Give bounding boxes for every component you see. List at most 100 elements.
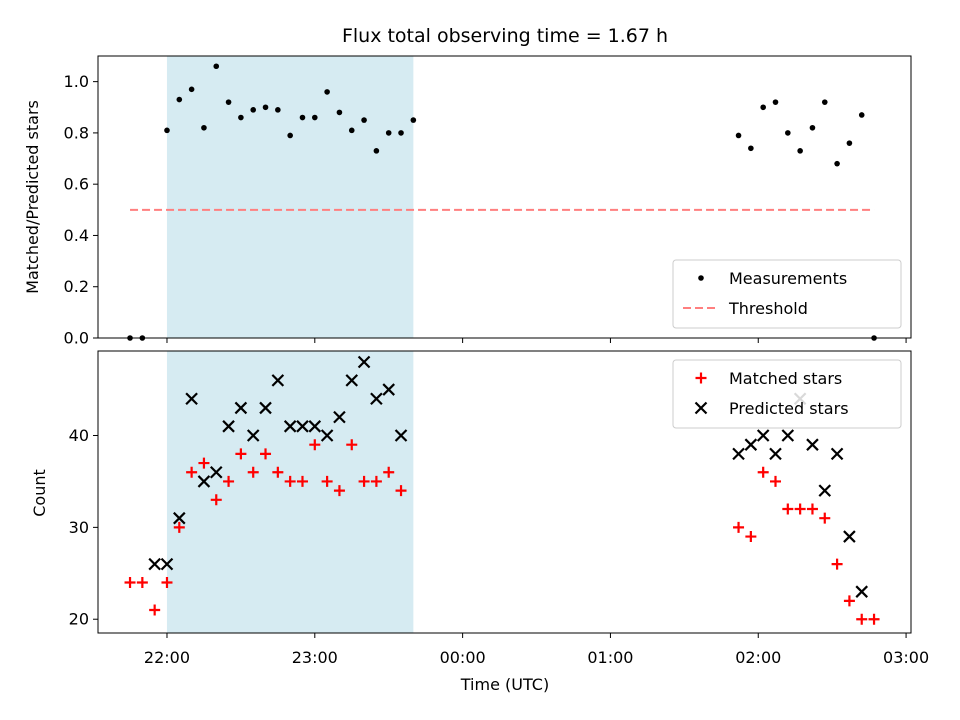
top-axis-ticks: 0.0 0.2 0.4 0.6 0.8 1.0 (64, 72, 907, 348)
y-tick-label: 0.4 (64, 226, 89, 245)
x-tick-label: 00:00 (440, 648, 486, 667)
data-point (333, 410, 346, 424)
data-point (136, 576, 148, 588)
bottom-plot-data (124, 355, 880, 625)
data-point (173, 511, 186, 525)
data-point (785, 130, 791, 136)
data-point (299, 114, 306, 121)
legend-label: Measurements (729, 269, 847, 288)
data-point (223, 475, 235, 487)
data-point (843, 595, 855, 607)
data-point (348, 127, 355, 134)
data-point (260, 448, 272, 460)
bottom-legend: Matched stars Predicted stars (672, 359, 902, 429)
y-tick-label: 20 (69, 610, 89, 629)
legend-swatch (698, 275, 704, 281)
data-point (148, 557, 161, 571)
y-tick-label: 30 (69, 518, 89, 537)
data-point (309, 439, 321, 451)
data-point (781, 429, 795, 442)
data-point (756, 429, 770, 442)
data-point (234, 401, 248, 415)
data-point (250, 107, 257, 113)
data-point (394, 429, 408, 442)
y-tick-label: 0.6 (64, 175, 89, 194)
data-point (272, 466, 284, 478)
data-point (782, 503, 794, 515)
data-point (856, 613, 868, 625)
data-point (794, 503, 806, 515)
y-tick-label: 0.0 (64, 329, 89, 348)
data-point (358, 475, 370, 487)
data-point (312, 114, 318, 121)
data-point (284, 475, 296, 487)
data-point (385, 130, 392, 136)
data-point (321, 475, 333, 487)
data-point (149, 604, 161, 616)
data-point (770, 475, 781, 487)
data-point (410, 117, 417, 123)
x-tick-label: 23:00 (292, 648, 338, 667)
data-point (262, 104, 269, 111)
y-tick-label: 40 (69, 426, 89, 445)
data-point (336, 109, 343, 116)
data-point (735, 132, 742, 139)
data-point (834, 160, 840, 167)
data-point (247, 466, 259, 478)
data-point (846, 140, 853, 146)
data-point (370, 392, 383, 406)
data-point (370, 475, 382, 487)
top-y-axis-label: Matched/Predicted stars (23, 100, 42, 294)
data-point (185, 392, 198, 406)
bottom-axis-ticks: 20 30 40 22:00 23:00 00:00 01:00 02:00 03:00 (69, 426, 929, 667)
data-point (361, 117, 367, 123)
data-point (772, 99, 779, 105)
data-point (346, 439, 358, 451)
y-tick-label: 0.2 (64, 277, 89, 296)
data-point (296, 420, 309, 433)
legend-swatch (694, 401, 708, 415)
data-point (760, 104, 766, 111)
top-shaded-region (166, 56, 414, 338)
data-point (188, 86, 195, 93)
data-point (275, 107, 281, 113)
data-point (732, 447, 745, 461)
data-point (324, 89, 330, 95)
data-point (733, 521, 745, 533)
data-point (213, 63, 220, 70)
data-point (821, 99, 828, 105)
data-point (209, 465, 223, 479)
data-point (222, 420, 235, 433)
data-point (201, 124, 207, 131)
data-point (225, 99, 232, 105)
data-point (160, 557, 174, 571)
data-point (238, 114, 244, 121)
data-point (383, 466, 395, 478)
legend-label: Threshold (728, 299, 808, 318)
data-point (235, 448, 247, 460)
x-axis-label: Time (UTC) (460, 675, 549, 694)
top-observing-window (166, 56, 414, 338)
data-point (843, 530, 856, 543)
data-point (748, 145, 754, 152)
data-point (259, 401, 272, 415)
legend-swatch (695, 372, 707, 384)
data-point (124, 576, 136, 588)
legend-box (672, 259, 902, 329)
bottom-y-axis-label: Count (30, 469, 49, 517)
data-point (333, 485, 345, 497)
legend-box (672, 359, 902, 429)
data-point (161, 576, 173, 588)
data-point (830, 447, 844, 461)
top-axes-frame (97, 55, 912, 339)
data-point (757, 466, 769, 478)
data-point (858, 112, 865, 118)
x-tick-label: 22:00 (144, 648, 190, 667)
data-point (797, 148, 803, 154)
data-point (395, 485, 407, 497)
data-point (210, 494, 222, 506)
y-tick-label: 1.0 (64, 72, 89, 91)
data-point (744, 438, 758, 451)
data-point (283, 420, 297, 433)
